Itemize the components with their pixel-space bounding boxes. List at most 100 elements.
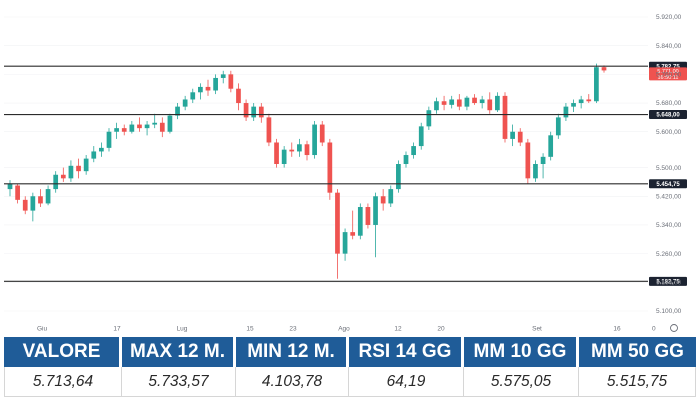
y-tick-label: 5.500,00 [656,165,682,172]
candle-body [274,142,279,164]
y-tick-label: 5.760,00 [656,72,682,79]
stats-header-row: VALORE MAX 12 M. MIN 12 M. RSI 14 GG MM … [4,337,696,367]
candle-body [289,149,295,152]
candle-body [533,164,538,179]
candle-body [304,144,310,156]
candle-body [60,174,66,179]
candle-body [91,151,97,159]
x-tick-label: 16 [613,326,621,333]
y-tick-label: 5.920,00 [656,14,682,21]
candle-body [45,189,51,204]
y-tick-label: 5.840,00 [656,43,682,50]
x-tick-label: 12 [394,326,402,333]
y-tick-label: 5.100,00 [656,308,682,315]
candle-body [297,144,302,152]
candle-body [365,207,371,225]
candle-body [456,99,462,107]
y-tick-label: 5.600,00 [656,129,682,136]
candle-body [243,103,249,118]
candle-body [342,232,348,254]
candle-body [373,196,378,225]
candle-body [510,131,515,139]
candle-body [220,74,226,78]
candle-body [258,106,264,118]
x-tick-label: Giu [37,326,48,333]
header-max-12m: MAX 12 M. [122,337,236,367]
candle-body [464,97,470,107]
candle-body [22,199,28,211]
last-price-tag [649,67,687,81]
candle-body [76,165,81,172]
candle-body [281,149,287,164]
x-tick-label: 23 [289,326,297,333]
x-tick-label: Lug [177,326,188,333]
candle-body [449,99,455,105]
candle-body [236,88,241,104]
header-mm-50gg: MM 50 GG [579,337,696,367]
candle-body [571,103,576,107]
candle-body [555,117,561,136]
header-mm-10gg: MM 10 GG [464,337,579,367]
x-tick-label: 20 [437,326,445,333]
candle-body [99,147,104,152]
level-lines: 5.782,75 5.648,00 5.454,75 5.182,75 5.771,00… [4,61,687,286]
grid [4,16,648,312]
stats-table: VALORE MAX 12 M. MIN 12 M. RSI 14 GG MM … [4,337,696,400]
y-tick-label: 5.680,00 [656,100,682,107]
candle-body [586,99,592,102]
candle-body [137,124,142,129]
candle-body [380,196,386,204]
reset-zoom-icon[interactable] [670,324,678,332]
level-price-tag [649,276,687,286]
candle-body [266,117,272,143]
value-max-12m: 5.733,57 [122,367,236,397]
countdown-label: 16:50:11 [657,75,678,81]
candle-body [441,101,447,105]
chart-background [0,0,700,337]
candle-body [403,155,409,164]
candle-body [198,86,203,93]
candle-body [495,95,500,111]
axis-controls[interactable]: 0 [652,324,678,333]
candle-body [525,142,531,179]
level-price-tag [649,179,687,189]
candle-body [335,192,340,254]
candle-body [434,101,439,111]
candle-body [144,124,150,129]
candle-body [251,106,257,118]
candle-body [578,99,584,104]
candle-body [601,67,607,71]
candle-body [30,196,36,211]
candle-body [15,185,20,200]
x-tick-label: Ago [338,326,350,333]
candle-body [7,183,13,190]
level-price-label: 5.182,75 [656,280,680,286]
candle-body [411,146,416,156]
header-min-12m: MIN 12 M. [236,337,349,367]
candle-body [594,67,599,102]
y-tick-label: 5.180,00 [656,280,682,287]
value-min-12m: 4.103,78 [236,367,349,397]
candle-body [228,74,234,89]
price-chart: 5.782,75 5.648,00 5.454,75 5.182,75 5.771,00… [0,0,700,337]
x-tick-label: 17 [113,326,121,333]
candle-body [396,164,401,190]
candle-body [106,131,112,148]
candle-body [152,122,158,125]
zero-label: 0 [652,326,656,333]
candle-body [68,165,74,179]
candle-body [38,196,43,204]
candle-body [472,97,477,104]
candle-body [83,158,89,172]
candle-body [540,156,546,164]
y-tick-label: 5.420,00 [656,193,682,200]
candle-body [175,106,180,116]
level-price-label: 5.782,75 [656,64,680,70]
candle-body [548,135,554,157]
candle-body [213,77,218,91]
candle-body [327,142,333,193]
candle-body [426,110,432,127]
candle-body [388,189,394,204]
candle-body [319,124,325,143]
y-axis: 5.920,00 5.840,00 5.760,00 5.680,00 5.600,00… [656,14,682,337]
